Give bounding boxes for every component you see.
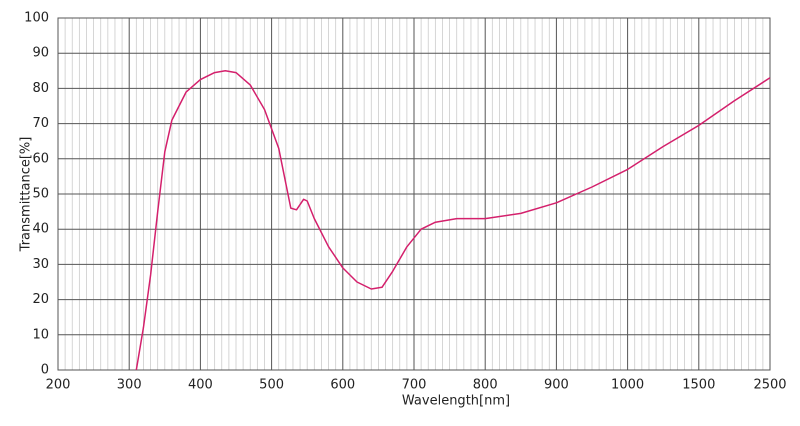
- x-tick-label: 800: [473, 378, 498, 393]
- y-tick-label: 80: [32, 81, 49, 96]
- x-tick-label: 300: [117, 378, 142, 393]
- y-axis-label: Transmittance[%]: [19, 137, 34, 253]
- plot-frame: [57, 17, 771, 371]
- y-tick-label: 70: [32, 116, 49, 131]
- x-tick-label: 2500: [753, 378, 786, 393]
- x-tick-label: 700: [402, 378, 427, 393]
- x-tick-label: 900: [544, 378, 569, 393]
- y-tick-label: 10: [32, 327, 49, 342]
- data-line: [135, 70, 771, 371]
- y-tick-label: 40: [32, 222, 49, 237]
- y-tick-label: 60: [32, 151, 49, 166]
- y-tick-label: 50: [32, 187, 49, 202]
- grid: [57, 17, 771, 371]
- y-tick-label: 0: [41, 363, 49, 378]
- x-tick-label: 400: [188, 378, 213, 393]
- x-tick-label: 200: [46, 378, 71, 393]
- x-tick-label: 1000: [611, 378, 644, 393]
- x-axis-label: Wavelength[nm]: [402, 394, 510, 409]
- x-tick-label: 600: [330, 378, 355, 393]
- x-tick-label: 500: [259, 378, 284, 393]
- x-tick-label: 1500: [682, 378, 715, 393]
- y-tick-label: 100: [24, 11, 49, 26]
- y-tick-label: 30: [32, 257, 49, 272]
- y-tick-label: 20: [32, 292, 49, 307]
- y-tick-label: 90: [32, 46, 49, 61]
